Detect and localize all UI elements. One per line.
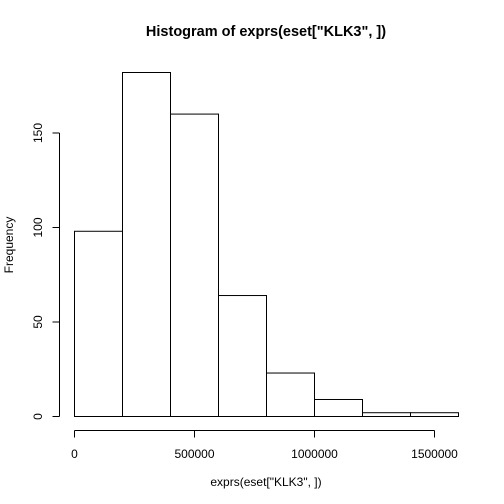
y-tick-label: 150 xyxy=(31,123,45,143)
y-tick-label: 100 xyxy=(31,217,45,237)
histogram-bar-7 xyxy=(362,412,411,418)
histogram-bar-3 xyxy=(170,113,219,417)
histogram-bar-1 xyxy=(74,230,123,417)
y-tick-label: 0 xyxy=(31,413,45,420)
x-tick-label: 0 xyxy=(71,447,78,461)
x-tick-label: 1500000 xyxy=(411,447,458,461)
histogram-bar-2 xyxy=(122,72,171,417)
y-tick-label: 50 xyxy=(31,315,45,329)
x-axis: 0 500000 1000000 1500000 xyxy=(71,430,458,461)
x-tick-label: 1000000 xyxy=(291,447,338,461)
histogram-bar-5 xyxy=(266,372,315,417)
x-tick-label: 500000 xyxy=(174,447,214,461)
chart-title: Histogram of exprs(eset["KLK3", ]) xyxy=(146,24,386,40)
y-axis-label: Frequency xyxy=(2,217,16,274)
histogram-bar-6 xyxy=(314,398,363,418)
histogram-bars xyxy=(74,72,459,418)
histogram-bar-8 xyxy=(410,412,459,418)
histogram-bar-4 xyxy=(218,295,267,417)
x-axis-label: exprs(eset["KLK3", ]) xyxy=(210,475,321,489)
y-axis: 0 50 100 150 xyxy=(31,123,60,420)
